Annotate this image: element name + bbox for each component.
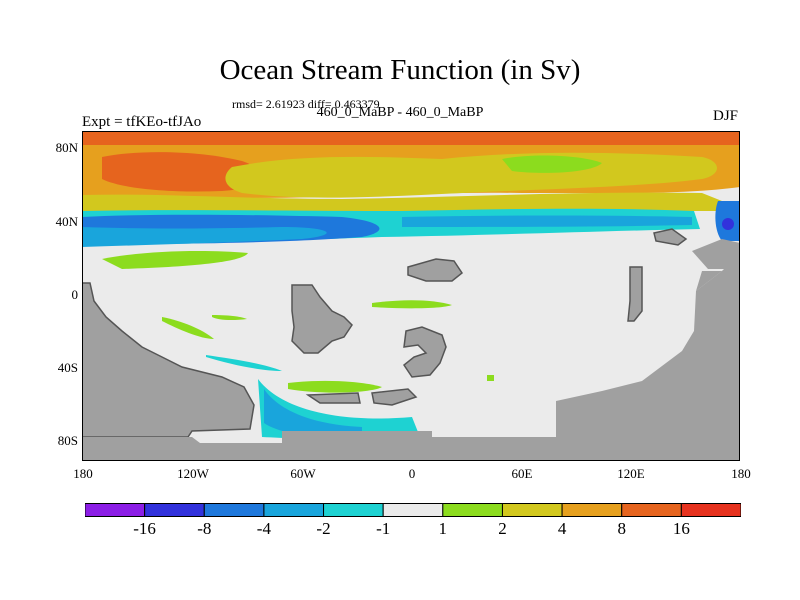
colorbar-box xyxy=(203,503,265,517)
plot-subtitle: 460_0_MaBP - 460_0_MaBP xyxy=(316,105,484,120)
plot-title: Ocean Stream Function (in Sv) xyxy=(219,54,581,86)
red-patch-northwest xyxy=(102,152,260,192)
colorbar-box xyxy=(442,503,503,517)
stream-function-map xyxy=(82,131,740,461)
colorbar-box xyxy=(323,503,384,517)
lon-tick-120e: 120E xyxy=(617,466,645,481)
lat-tick-0: 0 xyxy=(71,287,79,302)
yellow-band-south xyxy=(82,192,722,213)
colorbar-label: -8 xyxy=(197,519,212,538)
lon-tick-180-right: 180 xyxy=(731,466,751,481)
land-island-pacific-1 xyxy=(291,284,353,354)
lon-tick-60w: 60W xyxy=(290,466,316,481)
light-blue-band xyxy=(82,227,327,247)
map-frame xyxy=(82,131,740,461)
rmsd-diff-stats: rmsd= 2.61923 diff= 0.463379 xyxy=(232,97,380,111)
colorbar-box xyxy=(85,503,146,517)
lat-tick-80s: 80S xyxy=(57,433,78,448)
colorbar-label: 8 xyxy=(617,519,626,538)
colorbar-label: 16 xyxy=(672,519,690,538)
lon-tick-120w: 120W xyxy=(177,466,209,481)
colorbar-label: -16 xyxy=(133,519,156,538)
colorbar-label: 1 xyxy=(438,519,448,538)
red-band-polar xyxy=(82,131,740,145)
colorbar-label: 4 xyxy=(557,519,567,538)
lat-tick-80n: 80N xyxy=(55,140,78,155)
lat-tick-40s: 40S xyxy=(57,360,78,375)
land-island-east-2 xyxy=(653,228,688,246)
lon-tick-0: 0 xyxy=(408,466,416,481)
green-streak-south-pacific xyxy=(162,317,214,339)
experiment-label: Expt = tfKEo-tfJAo xyxy=(82,114,202,130)
colorbar-box xyxy=(501,503,563,517)
land-island-africa xyxy=(407,258,464,282)
lat-tick-40n: 40N xyxy=(55,214,78,229)
land-ne-corner xyxy=(692,239,740,269)
land-island-south-2 xyxy=(371,388,418,406)
lon-tick-60e: 60E xyxy=(511,466,533,481)
cyan-streak xyxy=(402,215,692,227)
colorbar xyxy=(85,503,741,517)
land-island-indian-1 xyxy=(402,326,447,378)
land-island-east xyxy=(627,266,643,322)
ne-deep-blue-core xyxy=(722,218,734,230)
green-streak-indian xyxy=(372,300,452,309)
green-blob-north xyxy=(502,155,602,173)
colorbar-label: -4 xyxy=(256,519,271,538)
colorbar-label: -2 xyxy=(316,519,331,538)
colorbar-box xyxy=(263,503,325,517)
colorbar-label: 2 xyxy=(498,519,507,538)
colorbar-box xyxy=(680,503,741,517)
southern-ocean-light-blue xyxy=(264,389,362,438)
green-streak-north-pacific xyxy=(102,251,248,269)
colorbar-box xyxy=(561,503,623,517)
season-label: DJF xyxy=(712,108,738,124)
colorbar-box xyxy=(382,503,444,517)
cyan-streak-south xyxy=(206,355,282,371)
lon-tick-180-left: 180 xyxy=(73,466,93,481)
land-island-south-1 xyxy=(305,392,361,404)
colorbar-box xyxy=(621,503,682,517)
colorbar-box xyxy=(144,503,205,517)
green-streak-atlantic xyxy=(212,315,247,321)
green-dot-south xyxy=(487,375,494,381)
colorbar-label: -1 xyxy=(376,519,391,538)
land-americas-west xyxy=(82,282,255,438)
land-antarctica xyxy=(82,271,740,461)
southern-ocean-green xyxy=(288,380,382,393)
